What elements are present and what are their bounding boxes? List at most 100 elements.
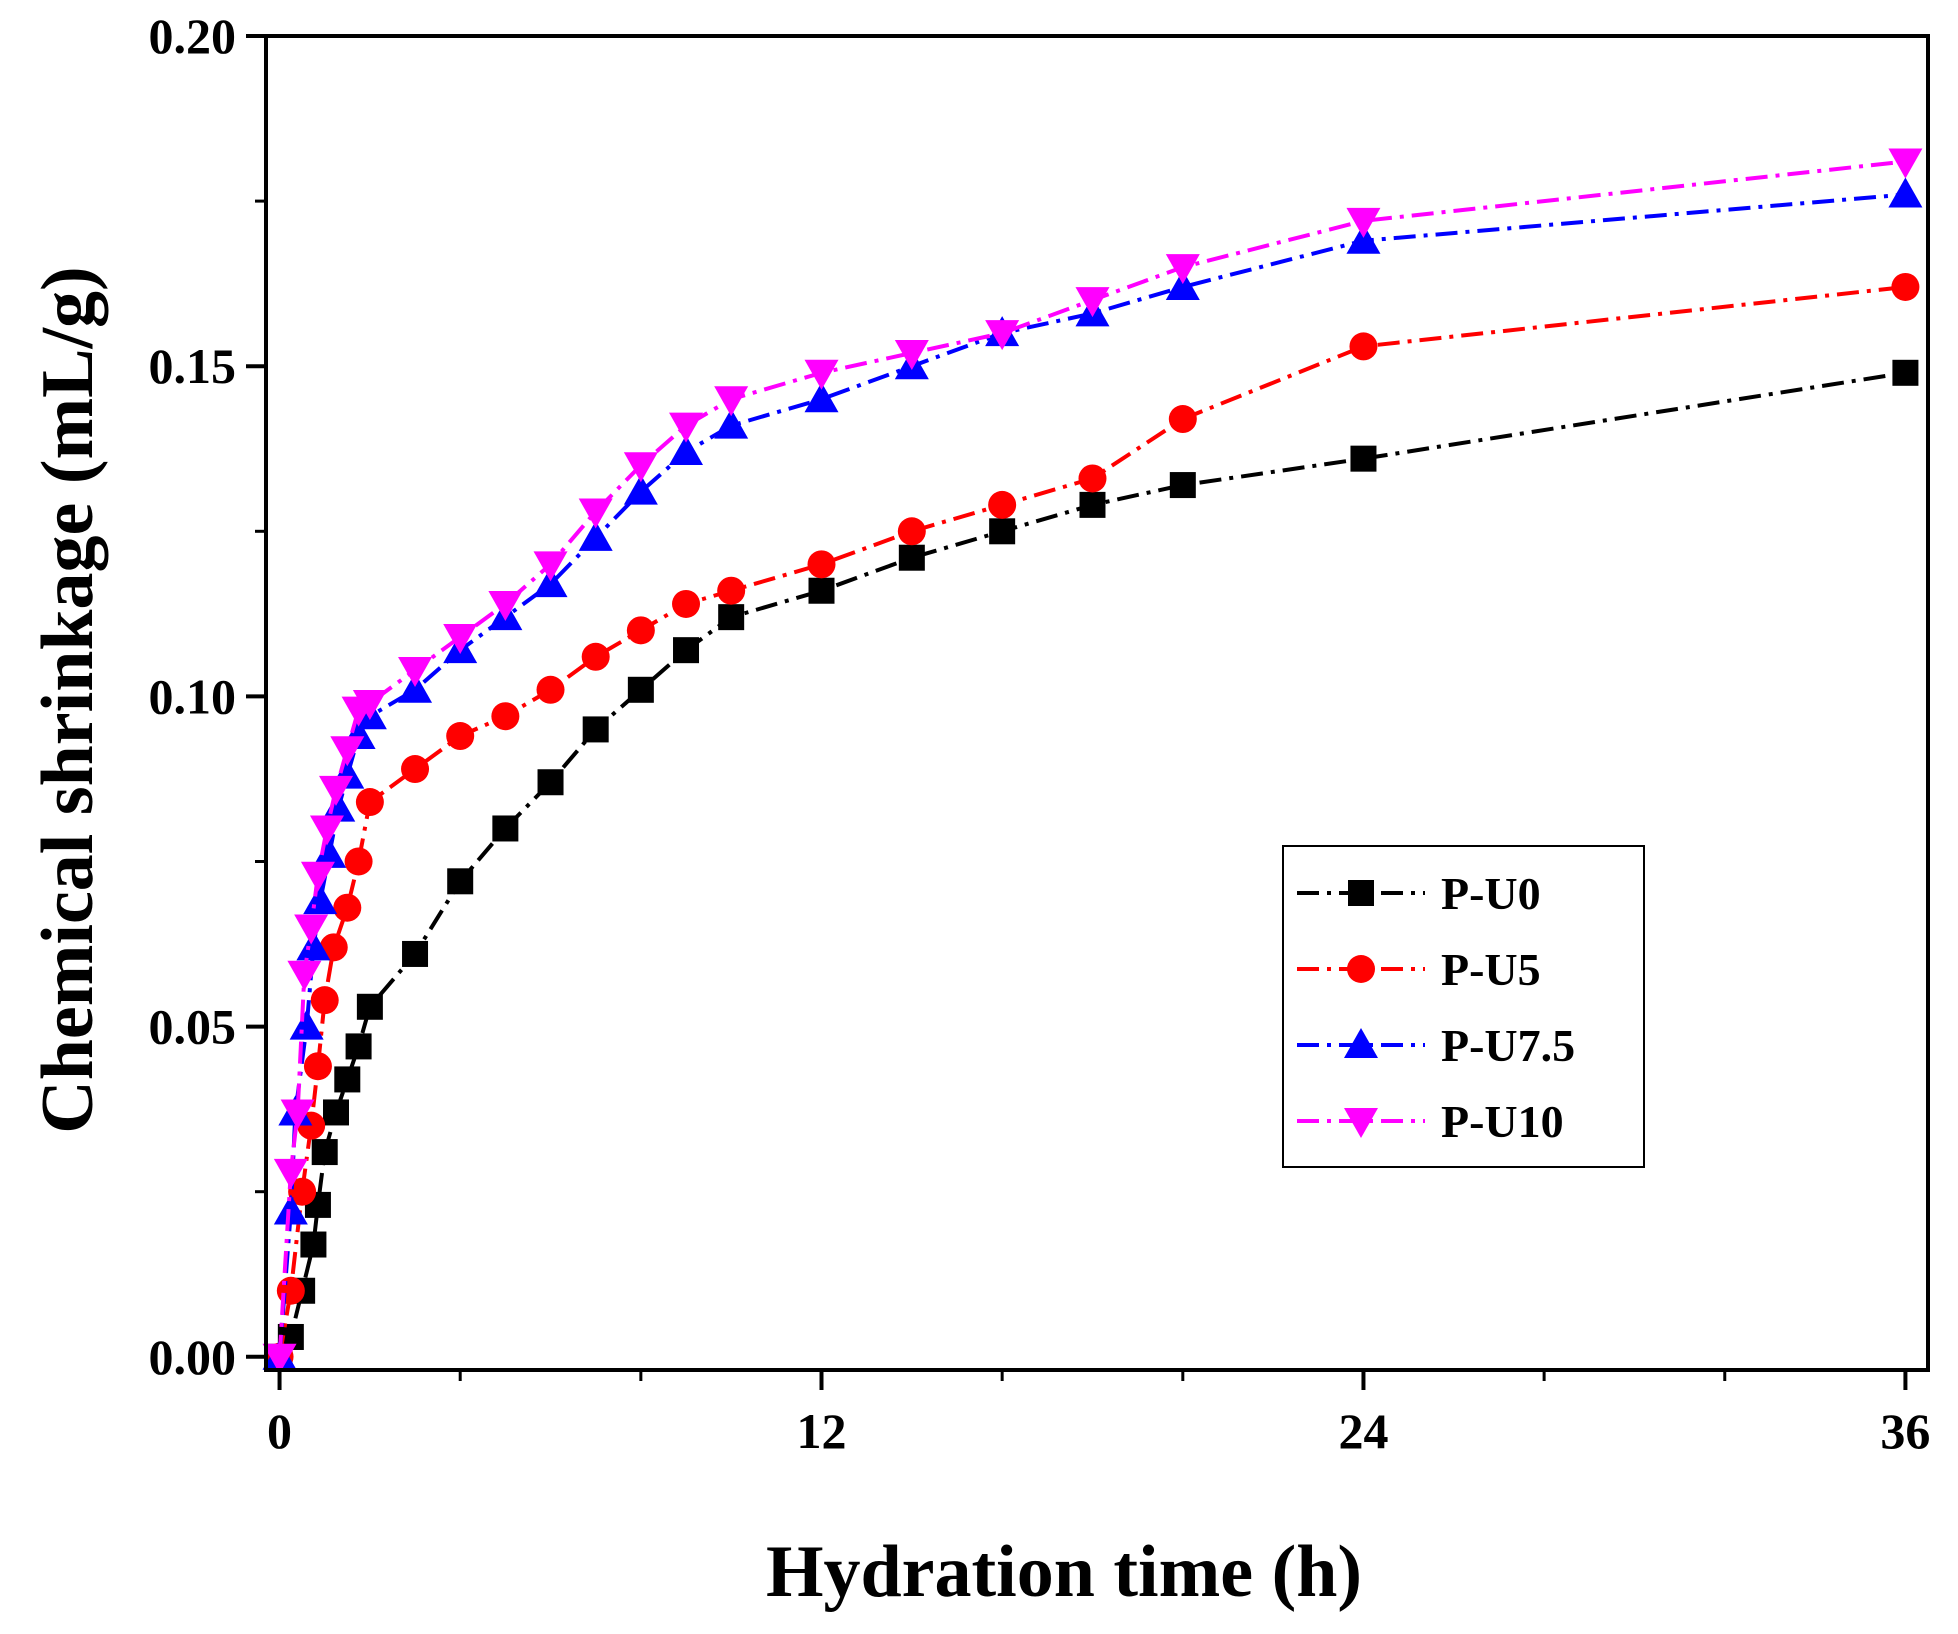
series-line-p-u0 bbox=[277, 370, 1906, 1358]
data-point-p-u0-20 bbox=[989, 518, 1016, 545]
data-point-p-u7.5-16 bbox=[623, 474, 658, 505]
legend-marker-p-u0 bbox=[1348, 880, 1374, 906]
x-tick-label: 12 bbox=[797, 1403, 847, 1459]
data-point-p-u0-13 bbox=[537, 769, 564, 796]
data-point-p-u7.5-7 bbox=[321, 791, 356, 822]
data-point-p-u7.5-4 bbox=[296, 930, 331, 961]
legend-label: P-U0 bbox=[1441, 868, 1541, 919]
data-point-p-u10-8 bbox=[330, 736, 365, 767]
data-point-p-u7.5-11 bbox=[398, 672, 433, 703]
data-point-p-u5-9 bbox=[355, 788, 384, 817]
data-point-p-u10-14 bbox=[533, 551, 568, 582]
y-tick-label: 0.00 bbox=[149, 1329, 237, 1385]
data-point-p-u0-9 bbox=[356, 993, 383, 1020]
data-point-p-u5-4 bbox=[303, 1052, 332, 1081]
data-point-p-u5-7 bbox=[333, 893, 362, 922]
data-point-p-u7.5-23 bbox=[1165, 269, 1200, 300]
data-point-p-u10-24 bbox=[1346, 207, 1381, 238]
series-p-u10 bbox=[262, 148, 1923, 1374]
data-point-p-u7.5-6 bbox=[312, 837, 347, 868]
data-point-p-u10-19 bbox=[804, 359, 839, 390]
data-point-p-u0-18 bbox=[808, 577, 835, 604]
data-point-p-u10-7 bbox=[319, 775, 354, 806]
data-point-p-u10-15 bbox=[578, 498, 613, 529]
data-point-p-u10-13 bbox=[488, 590, 523, 621]
y-tick-label: 0.20 bbox=[149, 8, 237, 64]
x-axis-title: Hydration time (h) bbox=[766, 1531, 1362, 1613]
data-point-p-u10-23 bbox=[1165, 254, 1200, 285]
data-point-p-u5-24 bbox=[1891, 272, 1920, 301]
series-line-p-u5 bbox=[277, 284, 1906, 1358]
data-point-p-u0-22 bbox=[1169, 472, 1196, 499]
data-point-p-u5-11 bbox=[446, 722, 475, 751]
series-line-p-u10 bbox=[277, 159, 1906, 1357]
data-point-p-u10-2 bbox=[280, 1099, 315, 1130]
data-point-p-u0-15 bbox=[627, 676, 654, 703]
data-point-p-u0-3 bbox=[300, 1231, 327, 1258]
data-point-p-u5-23 bbox=[1349, 332, 1378, 361]
data-point-p-u10-1 bbox=[273, 1158, 308, 1189]
data-point-p-u5-18 bbox=[807, 550, 836, 579]
data-point-p-u10-5 bbox=[300, 861, 335, 892]
data-point-p-u5-15 bbox=[626, 616, 655, 645]
data-point-p-u5-22 bbox=[1168, 405, 1197, 434]
data-point-p-u0-24 bbox=[1892, 359, 1919, 386]
data-point-p-u7.5-5 bbox=[303, 884, 338, 915]
data-point-p-u0-5 bbox=[311, 1139, 338, 1166]
data-point-p-u0-21 bbox=[1079, 491, 1106, 518]
data-point-p-u10-22 bbox=[1075, 287, 1110, 318]
data-point-p-u10-3 bbox=[287, 960, 322, 991]
data-point-p-u0-11 bbox=[447, 868, 474, 895]
data-point-p-u7.5-18 bbox=[714, 408, 749, 439]
legend-item-p-u7.5: P-U7.5 bbox=[1297, 1020, 1575, 1071]
data-point-p-u7.5-1 bbox=[273, 1194, 308, 1225]
data-point-p-u10-17 bbox=[669, 412, 704, 443]
data-point-p-u10-4 bbox=[294, 914, 329, 945]
data-point-p-u0-19 bbox=[898, 544, 925, 571]
data-point-p-u5-14 bbox=[581, 642, 610, 671]
x-tick-label: 24 bbox=[1338, 1403, 1388, 1459]
data-point-p-u5-19 bbox=[897, 517, 926, 546]
series-p-u0 bbox=[266, 359, 1919, 1370]
legend-label: P-U5 bbox=[1441, 944, 1541, 995]
data-point-p-u0-14 bbox=[582, 716, 609, 743]
data-point-p-u5-5 bbox=[310, 986, 339, 1015]
y-tick-label: 0.10 bbox=[149, 668, 237, 724]
legend-label: P-U7.5 bbox=[1441, 1020, 1575, 1071]
plot-frame bbox=[264, 34, 1930, 1372]
y-axis-title: Chemical shrinkage (mL/g) bbox=[27, 266, 109, 1133]
data-point-p-u5-10 bbox=[401, 755, 430, 784]
legend-marker-p-u5 bbox=[1347, 955, 1375, 983]
data-point-p-u10-6 bbox=[309, 815, 344, 846]
data-point-p-u0-7 bbox=[334, 1066, 361, 1093]
data-point-p-u5-16 bbox=[672, 589, 701, 618]
data-point-p-u7.5-15 bbox=[578, 520, 613, 551]
y-tick-label: 0.05 bbox=[149, 999, 237, 1055]
data-point-p-u10-18 bbox=[714, 386, 749, 417]
data-point-p-u5-21 bbox=[1078, 464, 1107, 493]
x-tick-label: 0 bbox=[267, 1403, 292, 1459]
legend-item-p-u5: P-U5 bbox=[1297, 944, 1541, 995]
data-point-p-u5-2 bbox=[288, 1177, 317, 1206]
data-point-p-u10-16 bbox=[623, 452, 658, 483]
legend-label: P-U10 bbox=[1441, 1096, 1564, 1147]
data-point-p-u5-13 bbox=[536, 675, 565, 704]
series-layer bbox=[262, 148, 1923, 1374]
legend: P-U0 P-U5 P-U7.5 P-U10 bbox=[1282, 845, 1645, 1168]
data-point-p-u10-25 bbox=[1888, 148, 1923, 179]
data-point-p-u0-23 bbox=[1350, 445, 1377, 472]
data-point-p-u7.5-14 bbox=[533, 567, 568, 598]
data-point-p-u7.5-17 bbox=[669, 435, 704, 466]
data-point-p-u0-10 bbox=[402, 940, 429, 967]
data-point-p-u7.5-24 bbox=[1346, 223, 1381, 254]
data-point-p-u0-6 bbox=[323, 1099, 350, 1126]
data-point-p-u5-20 bbox=[988, 490, 1017, 519]
axes-layer: 0.00 0.05 0.10 0.15 0.20 0 12 24 36 bbox=[149, 8, 1931, 1459]
legend-item-p-u0: P-U0 bbox=[1297, 868, 1541, 919]
data-point-p-u0-8 bbox=[345, 1033, 372, 1060]
data-point-p-u10-11 bbox=[398, 656, 433, 687]
data-point-p-u5-8 bbox=[344, 847, 373, 876]
data-point-p-u5-17 bbox=[717, 576, 746, 605]
legend-box bbox=[1282, 845, 1645, 1168]
